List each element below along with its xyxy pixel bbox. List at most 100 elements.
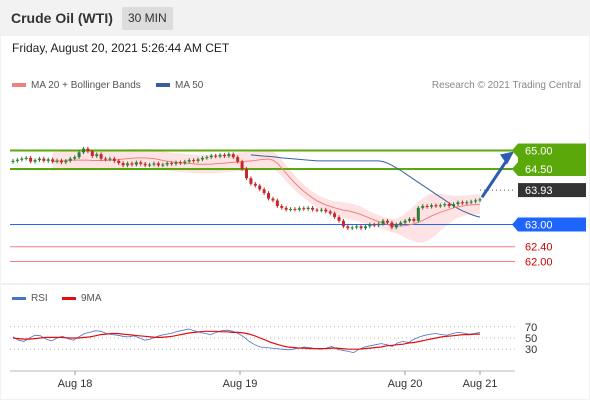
- candle: [381, 218, 385, 226]
- candle: [73, 155, 77, 161]
- candle: [196, 157, 200, 163]
- candle: [460, 200, 464, 205]
- level-label-63.00: 63.00: [525, 220, 553, 232]
- candle: [209, 153, 213, 160]
- candle: [456, 200, 460, 206]
- candle: [341, 218, 345, 229]
- bollinger-band: [52, 148, 480, 243]
- target-arrow-head: [500, 151, 514, 165]
- candle: [311, 206, 315, 212]
- candle: [425, 204, 429, 209]
- level-tag-63.93: [518, 183, 586, 198]
- candle: [474, 198, 478, 204]
- level-tag-pointer: [512, 162, 518, 176]
- candle: [86, 146, 90, 154]
- candle: [55, 158, 59, 164]
- candle: [465, 200, 469, 205]
- candle: [328, 209, 332, 216]
- candle: [214, 153, 218, 159]
- candle: [152, 161, 156, 167]
- candle: [59, 158, 63, 165]
- candle: [117, 159, 121, 165]
- ma9-label: 9MA: [81, 293, 102, 304]
- ma50-label: MA 50: [175, 80, 204, 91]
- candle: [293, 207, 297, 212]
- candle: [359, 224, 363, 231]
- x-tick-label: Aug 20: [388, 378, 423, 390]
- candle: [412, 217, 416, 223]
- candle: [68, 156, 72, 163]
- date-label: Friday, August 20, 2021 5:26:44 AM CET: [12, 41, 230, 55]
- candle: [90, 149, 94, 158]
- candle: [104, 156, 108, 162]
- candle: [222, 153, 226, 158]
- candle: [174, 160, 178, 166]
- header-bar: Crude Oil (WTI) 30 MIN: [0, 0, 590, 36]
- candle: [95, 152, 99, 158]
- rsi-line: [12, 328, 481, 354]
- candle: [81, 146, 85, 155]
- candle: [170, 161, 174, 166]
- candle: [434, 203, 438, 208]
- candle: [227, 152, 231, 158]
- candle: [139, 160, 143, 166]
- candle: [108, 156, 112, 162]
- level-tag-pointer: [512, 143, 518, 158]
- candle: [403, 218, 407, 225]
- candle: [33, 158, 37, 164]
- candle: [236, 155, 240, 164]
- candle: [200, 156, 204, 162]
- candle: [245, 167, 248, 181]
- ma20-swatch: [12, 83, 26, 88]
- rsi-tick-label: 70: [525, 322, 537, 334]
- legend-ma50: MA 50: [156, 80, 203, 91]
- candle: [447, 202, 451, 208]
- x-tick-label: Aug 19: [223, 378, 258, 390]
- timeframe-button[interactable]: 30 MIN: [122, 7, 173, 30]
- candle: [29, 156, 33, 164]
- level-label-62.40: 62.40: [525, 242, 553, 254]
- candle: [77, 150, 81, 160]
- candle: [165, 161, 169, 167]
- candle: [192, 158, 196, 163]
- candle: [443, 202, 447, 208]
- level-tag-pointer: [512, 217, 518, 232]
- rsi-label: RSI: [31, 293, 48, 304]
- candle: [350, 225, 354, 231]
- candle: [126, 161, 130, 168]
- candle: [368, 222, 372, 229]
- resistance-label-65.00: 65.00: [525, 146, 553, 158]
- candle: [130, 161, 134, 167]
- candle: [306, 206, 310, 211]
- ma20-line: [52, 157, 481, 227]
- candle: [319, 207, 323, 213]
- candle: [258, 183, 262, 192]
- candle: [205, 155, 209, 160]
- candle: [240, 159, 244, 171]
- candle: [148, 162, 152, 168]
- candle: [421, 204, 425, 210]
- candle: [143, 161, 147, 168]
- level-tag-63.00: [518, 217, 586, 232]
- rsi-9ma-line: [12, 330, 480, 350]
- research-credit: Research © 2021 Trading Central: [431, 80, 581, 91]
- x-tick-label: Aug 18: [58, 378, 93, 390]
- candle: [302, 206, 306, 211]
- candle: [333, 211, 337, 219]
- candle: [390, 220, 394, 230]
- x-tick-label: Aug 21: [463, 378, 498, 390]
- candle: [346, 224, 350, 231]
- candle: [20, 156, 24, 162]
- candle: [64, 159, 68, 165]
- candle: [337, 215, 341, 223]
- ma9-swatch: [62, 296, 76, 300]
- target-arrow-shaft: [480, 157, 510, 199]
- candle: [249, 176, 253, 186]
- candle: [46, 157, 50, 163]
- candle: [469, 199, 473, 205]
- candle: [284, 206, 288, 212]
- candle: [99, 152, 103, 161]
- candle: [187, 158, 191, 164]
- candle: [372, 222, 376, 228]
